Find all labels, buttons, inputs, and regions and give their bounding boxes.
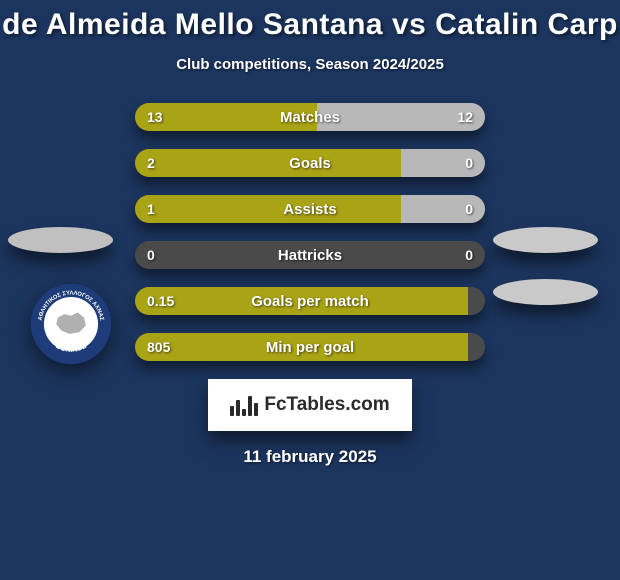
- page-title: de Almeida Mello Santana vs Catalin Carp: [0, 8, 620, 42]
- stat-value-left: 0: [147, 241, 155, 269]
- stat-bar-right: [317, 103, 485, 131]
- club-right-placeholder: [493, 279, 598, 305]
- stat-bar-right: [401, 195, 485, 223]
- stat-value-right: 0: [465, 241, 473, 269]
- content-area: ΑΘΛΗΤΙΚΟΣ ΣΥΛΛΟΓΟΣ ΑΧΝΑΣ ΕΘΝΙΚΟΣ Matches…: [0, 103, 620, 467]
- player-left-placeholder: [8, 227, 113, 253]
- logo-text: FcTables.com: [264, 394, 389, 416]
- stat-bar-left: [135, 195, 401, 223]
- stat-bar-left: [135, 287, 468, 315]
- stat-row: Assists10: [135, 195, 485, 223]
- chart-icon: [230, 394, 258, 416]
- stat-bar-left: [135, 149, 401, 177]
- stat-bar-left: [135, 333, 468, 361]
- logo-box: FcTables.com: [208, 379, 412, 431]
- player-right-placeholder: [493, 227, 598, 253]
- stat-row: Matches1312: [135, 103, 485, 131]
- stat-row: Goals20: [135, 149, 485, 177]
- stat-row: Hattricks0 0: [135, 241, 485, 269]
- page-subtitle: Club competitions, Season 2024/2025: [0, 56, 620, 73]
- comparison-infographic: de Almeida Mello Santana vs Catalin Carp…: [0, 0, 620, 580]
- stat-row: Min per goal805: [135, 333, 485, 361]
- stat-bars: Matches1312 Goals20 Assists10 Hattricks0 0 Go…: [135, 103, 485, 361]
- stat-label: Hattricks: [135, 241, 485, 269]
- stat-bar-left: [135, 103, 317, 131]
- date-text: 11 february 2025: [0, 447, 620, 467]
- club-left-badge: ΑΘΛΗΤΙΚΟΣ ΣΥΛΛΟΓΟΣ ΑΧΝΑΣ ΕΘΝΙΚΟΣ: [30, 283, 112, 365]
- stat-bar-right: [401, 149, 485, 177]
- stat-row: Goals per match0.15: [135, 287, 485, 315]
